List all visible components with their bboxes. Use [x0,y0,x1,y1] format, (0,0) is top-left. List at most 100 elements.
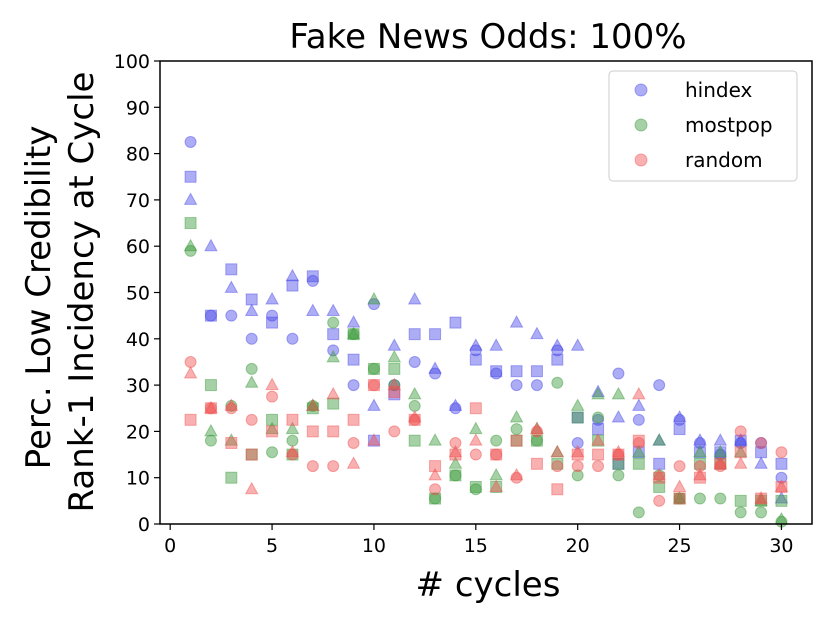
mostpop-triangle-point [285,421,300,435]
mostpop-triangle-point [672,490,687,504]
hindex-triangle-point [489,338,504,351]
hindex-square-point [204,309,217,322]
mostpop-square-point [673,492,686,505]
random-circle-point [306,460,319,473]
random-square-point [612,448,625,461]
chart-title: Fake News Odds: 100% [289,17,686,57]
mostpop-circle-point [693,492,706,505]
random-circle-point [429,483,442,496]
random-triangle-point [346,456,361,469]
hindex-triangle-point [550,338,565,351]
random-square-point [449,448,462,461]
random-circle-point [571,460,584,473]
mostpop-square-point [714,457,727,470]
random-circle-point [367,379,380,392]
random-square-point [571,448,584,461]
mostpop-triangle-point [224,433,239,446]
mostpop-triangle-point [367,291,381,305]
random-circle-point [245,413,258,426]
hindex-square-point [714,446,727,459]
hindex-square-point [490,365,503,378]
random-circle-point [592,460,605,473]
random-square-point [184,413,197,426]
mostpop-square-point [653,480,666,493]
random-triangle-point [265,377,279,391]
hindex-square-point [653,457,666,470]
hindex-circle-point [306,274,319,287]
random-square-point [266,425,279,438]
mostpop-circle-point [612,469,625,482]
mostpop-square-point [469,480,482,493]
mostpop-triangle-point [387,349,402,363]
mostpop-triangle-point [265,421,279,435]
mostpop-circle-point [755,506,768,519]
mostpop-square-point [530,434,543,447]
random-square-point [551,483,564,496]
series-mostpop [183,217,789,528]
hindex-square-point [388,388,401,401]
data-marks [183,136,789,528]
random-circle-point [612,448,625,461]
mostpop-circle-point [327,316,340,329]
hindex-circle-point [347,379,360,392]
hindex-triangle-point [713,433,728,446]
mostpop-triangle-point [509,409,524,423]
random-square-point [327,425,340,438]
random-square-point [775,480,788,493]
random-circle-point [469,448,482,461]
mostpop-circle-point [367,362,380,375]
legend-label-mostpop: mostpop [685,113,773,137]
mostpop-circle-point [306,399,319,412]
random-circle-point [714,460,727,473]
hindex-triangle-point [733,433,748,446]
mostpop-circle-point [449,469,462,482]
hindex-circle-point [429,367,442,380]
mostpop-square-point [429,492,442,505]
hindex-circle-point [592,413,605,426]
random-triangle-point [285,444,300,458]
mostpop-circle-point [429,492,442,505]
mostpop-square-point [388,362,401,375]
x-tick-label: 5 [266,535,278,557]
random-triangle-point [774,479,789,492]
mostpop-triangle-point [530,421,544,435]
x-tick-label: 15 [464,535,488,557]
hindex-circle-point [327,344,340,357]
random-square-point [245,448,258,461]
hindex-circle-point [469,344,482,357]
legend: hindex mostpop random [608,70,798,182]
hindex-square-point [530,365,543,378]
hindex-circle-point [571,436,584,449]
mostpop-square-point [612,457,625,470]
y-tick-label: 0 [138,514,150,536]
mostpop-triangle-point [611,386,626,400]
hindex-circle-point [693,436,706,449]
hindex-square-point [245,293,258,306]
hindex-square-point [775,457,788,470]
random-circle-point [388,425,401,438]
random-circle-point [775,446,788,459]
mostpop-triangle-point [570,398,585,411]
random-triangle-point [468,433,483,446]
hindex-circle-point [673,413,686,426]
hindex-square-point [327,328,340,341]
hindex-square-point [429,328,442,341]
hindex-triangle-point [693,433,707,446]
hindex-triangle-point [448,398,463,411]
hindex-square-point [225,263,238,276]
y-tick-label: 80 [126,144,150,166]
y-tick-label: 50 [126,283,150,305]
hindex-triangle-point [367,398,381,411]
mostpop-triangle-point [204,423,218,437]
hindex-circle-point [408,355,421,368]
hindex-square-point [347,353,360,366]
mostpop-triangle-point [448,456,463,469]
random-triangle-point [754,490,768,504]
hindex-circle-point [775,471,788,484]
random-triangle-point [305,398,320,411]
random-square-point [673,492,686,505]
hindex-square-point [693,446,706,459]
hindex-triangle-point [754,456,768,469]
random-triangle-point [733,456,748,469]
y-tick-label: 60 [126,236,150,258]
